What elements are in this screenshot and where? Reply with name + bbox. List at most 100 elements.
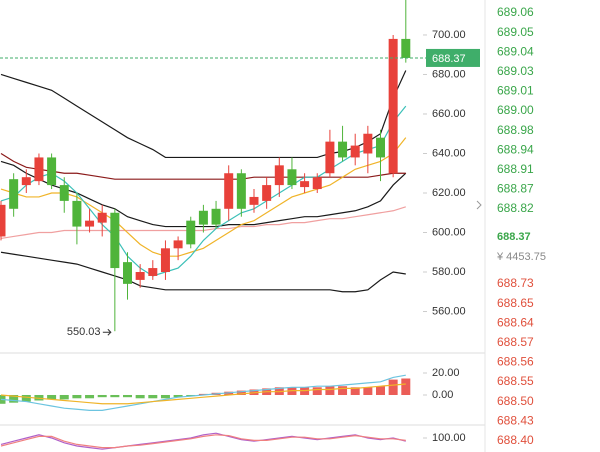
candle-body (135, 272, 145, 280)
candle-body (312, 177, 322, 190)
low-label: 550.03 (67, 326, 101, 338)
candle-body (173, 240, 183, 249)
y-tick-label: 20.00 (432, 367, 460, 379)
candle-body (97, 212, 107, 223)
bid-price: 688.73 (497, 276, 534, 290)
macd-bar (363, 387, 373, 395)
macd-bar (59, 394, 69, 400)
macd-bar (236, 390, 246, 395)
macd-bar (312, 387, 322, 395)
candle-body (376, 137, 385, 158)
ask-price: 689.05 (497, 25, 534, 39)
last-price-box (426, 48, 480, 67)
ask-price: 688.94 (497, 142, 534, 156)
ask-price: 689.03 (497, 64, 534, 78)
y-tick-label: 660.00 (432, 108, 466, 120)
candle-body (72, 200, 82, 227)
y-tick-label: 640.00 (432, 147, 466, 159)
candle-body (338, 141, 348, 158)
macd-bar (9, 394, 19, 403)
ask-price: 688.91 (497, 162, 534, 176)
candle-body (363, 133, 373, 154)
bid-price: 688.57 (497, 335, 534, 349)
macd-bar (21, 394, 31, 402)
candle-body (34, 157, 44, 182)
bid-price: 688.65 (497, 296, 534, 310)
macd-bar (47, 394, 57, 400)
indicator-line (0, 251, 406, 293)
candle-body (21, 177, 31, 186)
y-tick-label: 580.00 (432, 266, 466, 278)
macd-bar (376, 386, 385, 395)
macd-bar (110, 394, 120, 398)
candle-body (274, 165, 284, 186)
last-price: 688.37 (497, 231, 531, 243)
bid-price: 688.40 (497, 433, 534, 447)
candle-body (287, 169, 297, 186)
candle-body (9, 179, 19, 209)
collapse-arrow[interactable] (476, 200, 482, 210)
y-tick-label: 100.00 (432, 432, 466, 444)
y-tick-label: 0.00 (432, 389, 453, 401)
y-tick-label: 600.00 (432, 226, 466, 238)
macd-bar (72, 394, 82, 399)
cny-price: ¥ 4453.75 (496, 251, 546, 263)
candle-body (160, 248, 170, 273)
candle-body (110, 212, 120, 269)
candle-body (350, 145, 360, 158)
macd-bar (350, 387, 360, 395)
macd-bar (388, 379, 398, 395)
last-price-label: 688.37 (432, 53, 466, 65)
indicator-line (0, 383, 406, 405)
candle-body (186, 220, 196, 245)
order-book: 689.06 689.05 689.04 689.03 689.01 689.00 688.… (496, 5, 546, 447)
ask-price: 689.00 (497, 103, 534, 117)
macd-bar (148, 394, 158, 399)
macd-bar (325, 386, 335, 395)
candle-body (198, 210, 208, 225)
bid-price: 688.50 (497, 394, 534, 408)
y-tick-label: 560.00 (432, 305, 466, 317)
macd-bar (123, 394, 132, 398)
candle-body (123, 262, 132, 284)
candle-body (388, 38, 398, 174)
candle-body (300, 181, 310, 188)
ask-price: 689.01 (497, 84, 534, 98)
indicator-line (0, 434, 406, 449)
ask-price: 688.98 (497, 123, 534, 137)
macd-bar (135, 394, 145, 399)
macd-bar (173, 394, 183, 398)
ask-price: 688.87 (497, 182, 534, 196)
indicator-line (0, 432, 406, 450)
macd-bar (97, 394, 107, 398)
bid-price: 688.64 (497, 315, 534, 329)
candle-body (47, 157, 57, 186)
macd-bar (160, 394, 170, 399)
ask-price: 689.04 (497, 44, 534, 58)
ask-price: 688.82 (497, 201, 534, 215)
bid-price: 688.55 (497, 374, 534, 388)
y-tick-label: 680.00 (432, 68, 466, 80)
candle-body (0, 204, 6, 237)
candle-body (148, 268, 158, 276)
candle-body (236, 173, 246, 209)
candle-body (401, 38, 411, 58)
macd-bar (338, 386, 348, 395)
bid-price: 688.56 (497, 355, 534, 369)
macd-bar (401, 378, 411, 395)
bid-price: 688.43 (497, 413, 534, 427)
candle-body (325, 141, 335, 174)
candle-body (224, 173, 234, 209)
low-arrow (102, 328, 112, 336)
candle-body (59, 185, 69, 201)
indicator-line (0, 374, 406, 411)
macd-bar (85, 394, 95, 399)
candle-body (85, 220, 95, 227)
y-tick-label: 620.00 (432, 187, 466, 199)
y-tick-label: 700.00 (432, 29, 466, 41)
candle-body (249, 196, 259, 205)
ask-price: 689.06 (497, 5, 534, 19)
candle-body (262, 185, 272, 201)
candle-body (211, 208, 221, 225)
